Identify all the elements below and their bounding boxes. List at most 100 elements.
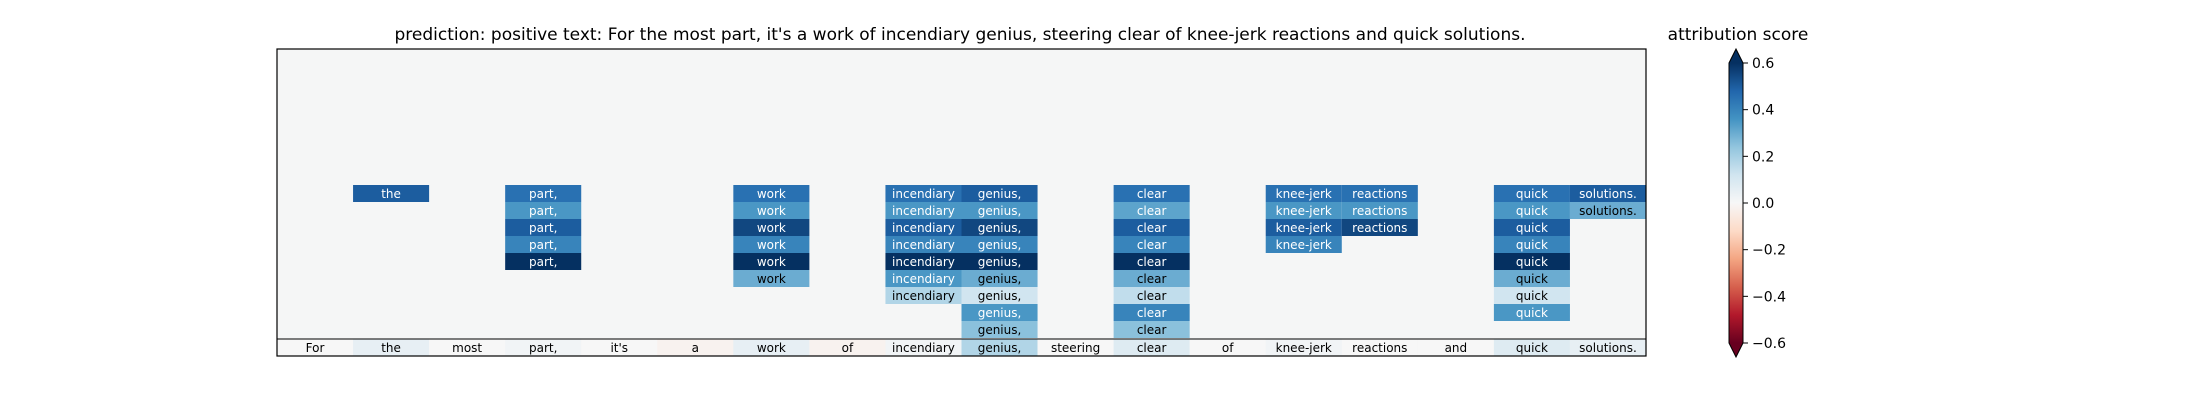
colorbar-tick-label: 0.6 <box>1752 56 1774 72</box>
attribution-cell <box>1265 185 1342 202</box>
input-token-cell <box>733 339 810 356</box>
input-token-label: most <box>452 341 482 355</box>
attribution-cell-label: genius, <box>978 323 1022 337</box>
input-token-cell <box>1417 339 1494 356</box>
input-token-cell <box>1113 339 1190 356</box>
attribution-cell-label: reactions <box>1352 204 1407 218</box>
attribution-cell <box>353 185 430 202</box>
attribution-cell-label: work <box>757 272 786 286</box>
attribution-cell-label: solutions. <box>1579 204 1637 218</box>
attribution-cell <box>505 236 582 253</box>
attribution-cell <box>1341 219 1418 236</box>
attribution-cell <box>505 202 582 219</box>
attribution-cell <box>1265 202 1342 219</box>
colorbar-gradient <box>1729 63 1743 343</box>
colorbar-extend-min <box>1729 343 1743 357</box>
attribution-cell-label: clear <box>1137 323 1167 337</box>
input-token-cell <box>1265 339 1342 356</box>
attribution-cells: the part, part, part, part, part, work work work… <box>353 185 1646 338</box>
colorbar-label: attribution score <box>1668 25 1809 45</box>
input-token-label: knee-jerk <box>1276 341 1332 355</box>
attribution-cell <box>961 185 1038 202</box>
attribution-cell-label: quick <box>1516 289 1548 303</box>
input-token-label: solutions. <box>1579 341 1637 355</box>
attribution-cell-label: clear <box>1137 272 1167 286</box>
attribution-cell <box>885 185 962 202</box>
attribution-cell <box>505 185 582 202</box>
attribution-cell-label: part, <box>529 204 557 218</box>
attribution-cell-label: quick <box>1516 238 1548 252</box>
input-token-label: For <box>306 341 325 355</box>
attribution-cell <box>1493 304 1570 321</box>
attribution-cell-label: incendiary <box>892 289 955 303</box>
attribution-cell <box>733 253 810 270</box>
attribution-cell-label: clear <box>1137 255 1167 269</box>
attribution-cell-label: part, <box>529 187 557 201</box>
attribution-cell-label: genius, <box>978 204 1022 218</box>
input-token-cell <box>429 339 506 356</box>
attribution-cell-label: genius, <box>978 289 1022 303</box>
attribution-cell <box>885 287 962 304</box>
input-token-label: and <box>1445 341 1468 355</box>
attribution-cell <box>1113 287 1190 304</box>
attribution-cell-label: knee-jerk <box>1276 238 1332 252</box>
attribution-cell <box>961 304 1038 321</box>
attribution-cell-label: genius, <box>978 272 1022 286</box>
attribution-cell-label: genius, <box>978 255 1022 269</box>
attribution-cell-label: genius, <box>978 238 1022 252</box>
attribution-cell-label: knee-jerk <box>1276 221 1332 235</box>
attribution-cell-label: reactions <box>1352 221 1407 235</box>
input-token-label: steering <box>1051 341 1100 355</box>
attribution-cell-label: work <box>757 255 786 269</box>
attribution-cell-label: genius, <box>978 187 1022 201</box>
input-token-row: For the most part, it's a work of incendiary geni… <box>277 339 1646 356</box>
attribution-cell-label: clear <box>1137 238 1167 252</box>
attribution-cell <box>1493 253 1570 270</box>
attribution-cell <box>885 270 962 287</box>
attribution-cell <box>1493 270 1570 287</box>
attribution-cell <box>1493 287 1570 304</box>
attribution-cell <box>961 287 1038 304</box>
attribution-cell-label: reactions <box>1352 187 1407 201</box>
attribution-cell-label: clear <box>1137 187 1167 201</box>
colorbar-tick-label: 0.4 <box>1752 103 1774 119</box>
colorbar-extend-max <box>1729 49 1743 63</box>
attribution-cell-label: solutions. <box>1579 187 1637 201</box>
attribution-cell-label: quick <box>1516 306 1548 320</box>
input-token-label: reactions <box>1352 341 1407 355</box>
input-token-cell <box>353 339 430 356</box>
attribution-cell <box>1493 219 1570 236</box>
attribution-cell-label: incendiary <box>892 238 955 252</box>
input-token-cell <box>885 339 962 356</box>
attribution-cell-label: clear <box>1137 221 1167 235</box>
attribution-cell-label: clear <box>1137 289 1167 303</box>
input-token-cell <box>809 339 886 356</box>
attribution-cell <box>961 321 1038 338</box>
attribution-cell-label: quick <box>1516 187 1548 201</box>
attribution-cell <box>733 236 810 253</box>
attribution-cell <box>733 202 810 219</box>
attribution-cell <box>1113 270 1190 287</box>
attribution-cell <box>1113 219 1190 236</box>
attribution-cell <box>961 253 1038 270</box>
input-token-label: part, <box>529 341 557 355</box>
input-token-cell <box>1037 339 1114 356</box>
attribution-cell-label: work <box>757 238 786 252</box>
attribution-cell-label: quick <box>1516 221 1548 235</box>
colorbar: 0.6 0.4 0.2 0.0 −0.2 −0.4 −0.6 <box>1728 47 1786 359</box>
attribution-cell-label: genius, <box>978 221 1022 235</box>
attribution-cell-label: part, <box>529 238 557 252</box>
attribution-cell-label: incendiary <box>892 255 955 269</box>
colorbar-tick-label: 0.2 <box>1752 149 1774 165</box>
attribution-cell <box>961 236 1038 253</box>
input-token-cell <box>581 339 658 356</box>
attribution-cell-label: incendiary <box>892 221 955 235</box>
input-token-cell <box>1569 339 1646 356</box>
attribution-cell <box>1493 185 1570 202</box>
attribution-cell <box>885 202 962 219</box>
input-token-cell <box>1341 339 1418 356</box>
attribution-cell-label: the <box>381 187 401 201</box>
attribution-cell-label: work <box>757 187 786 201</box>
attribution-cell-label: clear <box>1137 204 1167 218</box>
attribution-cell-label: quick <box>1516 255 1548 269</box>
